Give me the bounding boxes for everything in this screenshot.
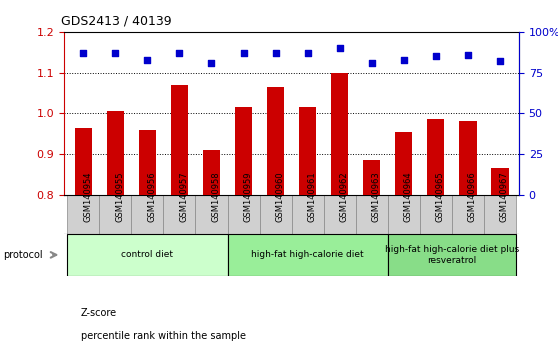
Text: GSM140967: GSM140967: [500, 171, 509, 222]
Point: [399, 57, 408, 62]
Text: control diet: control diet: [122, 250, 174, 259]
Bar: [107, 111, 124, 195]
Bar: [420, 195, 451, 234]
Bar: [491, 168, 508, 195]
Point: [239, 50, 248, 56]
Point: [367, 60, 376, 65]
Bar: [99, 195, 132, 234]
Text: protocol: protocol: [3, 250, 42, 260]
Text: high-fat high-calorie diet plus
resveratrol: high-fat high-calorie diet plus resverat…: [384, 245, 519, 264]
Bar: [451, 195, 484, 234]
Point: [111, 50, 120, 56]
Bar: [355, 195, 388, 234]
Bar: [324, 195, 355, 234]
Point: [496, 58, 504, 64]
Bar: [138, 130, 156, 195]
Point: [271, 50, 280, 56]
Text: GSM140965: GSM140965: [436, 171, 445, 222]
Bar: [171, 85, 188, 195]
Bar: [228, 234, 388, 276]
Bar: [163, 195, 195, 234]
Text: GDS2413 / 40139: GDS2413 / 40139: [61, 14, 172, 27]
Bar: [395, 132, 412, 195]
Point: [431, 53, 440, 59]
Bar: [68, 195, 99, 234]
Bar: [235, 107, 252, 195]
Text: GSM140956: GSM140956: [147, 171, 156, 222]
Point: [79, 50, 88, 56]
Bar: [75, 127, 92, 195]
Text: GSM140958: GSM140958: [211, 171, 220, 222]
Text: GSM140964: GSM140964: [403, 171, 413, 222]
Text: GSM140963: GSM140963: [372, 171, 381, 222]
Bar: [228, 195, 259, 234]
Text: GSM140966: GSM140966: [468, 171, 477, 222]
Bar: [299, 107, 316, 195]
Bar: [259, 195, 291, 234]
Text: percentile rank within the sample: percentile rank within the sample: [81, 331, 246, 341]
Bar: [331, 73, 348, 195]
Bar: [68, 234, 228, 276]
Text: GSM140961: GSM140961: [307, 171, 316, 222]
Bar: [427, 119, 445, 195]
Point: [463, 52, 472, 57]
Text: GSM140962: GSM140962: [340, 171, 349, 222]
Bar: [484, 195, 516, 234]
Text: GSM140954: GSM140954: [83, 171, 93, 222]
Bar: [459, 121, 477, 195]
Point: [175, 50, 184, 56]
Point: [303, 50, 312, 56]
Text: high-fat high-calorie diet: high-fat high-calorie diet: [251, 250, 364, 259]
Bar: [388, 195, 420, 234]
Bar: [195, 195, 228, 234]
Point: [207, 60, 216, 65]
Text: GSM140957: GSM140957: [180, 171, 189, 222]
Bar: [363, 160, 381, 195]
Text: GSM140960: GSM140960: [276, 171, 285, 222]
Bar: [291, 195, 324, 234]
Text: GSM140959: GSM140959: [243, 171, 253, 222]
Bar: [132, 195, 163, 234]
Text: Z-score: Z-score: [81, 308, 117, 318]
Bar: [388, 234, 516, 276]
Text: GSM140955: GSM140955: [116, 171, 124, 222]
Point: [143, 57, 152, 62]
Bar: [203, 150, 220, 195]
Bar: [267, 87, 285, 195]
Point: [335, 45, 344, 51]
